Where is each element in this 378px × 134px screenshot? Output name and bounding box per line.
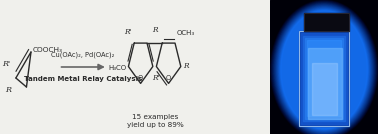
Bar bbox=[301, 33, 347, 124]
Ellipse shape bbox=[271, 0, 378, 134]
Ellipse shape bbox=[273, 3, 375, 134]
Ellipse shape bbox=[279, 8, 370, 131]
Bar bbox=[304, 13, 349, 31]
Text: R': R' bbox=[152, 75, 160, 83]
Bar bbox=[299, 31, 349, 126]
Text: O: O bbox=[138, 75, 143, 81]
Ellipse shape bbox=[272, 1, 376, 134]
Text: R: R bbox=[183, 62, 188, 70]
Ellipse shape bbox=[281, 11, 367, 129]
Text: R: R bbox=[152, 26, 157, 34]
Ellipse shape bbox=[280, 10, 368, 130]
Text: Tandem Metal Relay Catalysis: Tandem Metal Relay Catalysis bbox=[24, 76, 143, 82]
Ellipse shape bbox=[277, 6, 372, 133]
Bar bbox=[299, 31, 349, 126]
Ellipse shape bbox=[274, 4, 374, 134]
Ellipse shape bbox=[273, 2, 376, 134]
Ellipse shape bbox=[276, 5, 372, 134]
Bar bbox=[308, 48, 342, 119]
Ellipse shape bbox=[274, 4, 374, 134]
Text: O: O bbox=[166, 75, 171, 81]
Ellipse shape bbox=[280, 9, 369, 130]
Ellipse shape bbox=[281, 10, 367, 129]
Ellipse shape bbox=[278, 7, 370, 132]
Ellipse shape bbox=[270, 0, 378, 134]
Ellipse shape bbox=[278, 8, 370, 132]
Ellipse shape bbox=[273, 3, 375, 134]
Bar bbox=[305, 38, 343, 119]
Text: R': R' bbox=[2, 60, 11, 68]
Bar bbox=[304, 13, 349, 31]
Ellipse shape bbox=[271, 1, 377, 134]
Ellipse shape bbox=[279, 9, 369, 131]
Ellipse shape bbox=[276, 5, 373, 134]
Text: OCH₃: OCH₃ bbox=[177, 30, 195, 36]
Text: R': R' bbox=[124, 28, 132, 36]
Text: COOCH₃: COOCH₃ bbox=[33, 47, 62, 53]
Ellipse shape bbox=[276, 6, 372, 133]
Bar bbox=[303, 36, 345, 121]
Ellipse shape bbox=[277, 7, 371, 132]
Bar bbox=[307, 40, 341, 116]
Ellipse shape bbox=[277, 7, 371, 133]
Ellipse shape bbox=[272, 2, 376, 134]
Bar bbox=[312, 63, 337, 115]
Text: H₃CO: H₃CO bbox=[109, 66, 127, 72]
Ellipse shape bbox=[275, 4, 373, 134]
Text: R: R bbox=[5, 86, 11, 94]
Ellipse shape bbox=[275, 5, 373, 134]
Text: 15 examples
yield up to 89%: 15 examples yield up to 89% bbox=[127, 114, 183, 129]
Text: Cu(OAc)₂, Pd(OAc)₂: Cu(OAc)₂, Pd(OAc)₂ bbox=[51, 51, 115, 58]
Ellipse shape bbox=[279, 8, 369, 131]
Ellipse shape bbox=[280, 10, 368, 129]
Ellipse shape bbox=[274, 3, 375, 134]
Ellipse shape bbox=[271, 1, 377, 134]
